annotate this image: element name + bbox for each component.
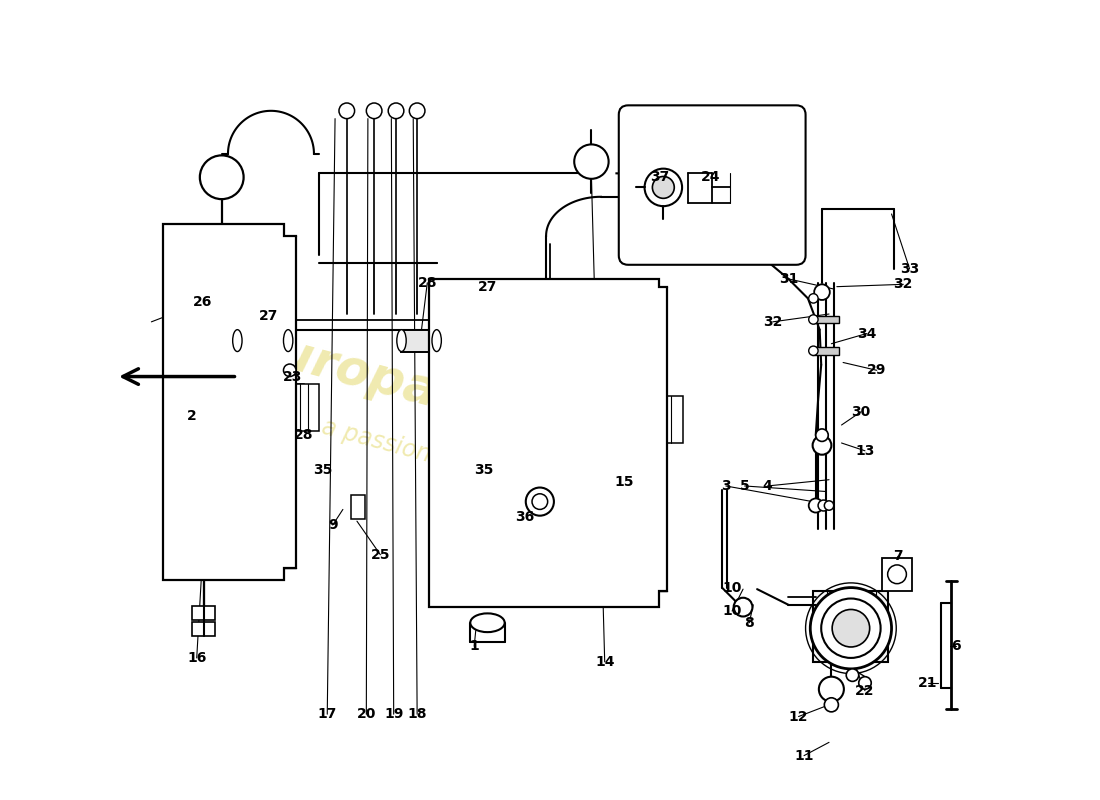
Bar bbox=[659, 398, 679, 441]
Text: 18: 18 bbox=[407, 707, 427, 721]
Bar bbox=[192, 606, 216, 621]
Text: 36: 36 bbox=[516, 510, 535, 524]
Text: 11: 11 bbox=[794, 749, 814, 762]
Text: a passion for parts: a passion for parts bbox=[319, 414, 539, 495]
Text: europarts365: europarts365 bbox=[239, 320, 619, 465]
Text: 14: 14 bbox=[595, 655, 615, 669]
Text: 16: 16 bbox=[187, 651, 207, 665]
Text: 32: 32 bbox=[893, 278, 913, 291]
Text: 22: 22 bbox=[855, 684, 875, 698]
Text: 23: 23 bbox=[283, 370, 301, 383]
Circle shape bbox=[811, 587, 892, 669]
Circle shape bbox=[814, 284, 829, 300]
Text: 17: 17 bbox=[318, 707, 337, 721]
Circle shape bbox=[645, 169, 682, 206]
Circle shape bbox=[200, 155, 243, 199]
Bar bbox=[296, 384, 319, 431]
Circle shape bbox=[734, 598, 752, 617]
Circle shape bbox=[859, 677, 871, 689]
Text: 30: 30 bbox=[851, 405, 871, 418]
Circle shape bbox=[409, 103, 425, 118]
Text: 25: 25 bbox=[371, 548, 390, 562]
Text: 13: 13 bbox=[856, 444, 875, 458]
Polygon shape bbox=[163, 224, 296, 580]
Bar bbox=[659, 396, 683, 443]
Ellipse shape bbox=[233, 330, 242, 351]
Text: 24: 24 bbox=[701, 170, 721, 184]
Text: 27: 27 bbox=[258, 309, 278, 322]
Bar bbox=[443, 474, 537, 576]
Bar bbox=[443, 334, 537, 435]
Bar bbox=[813, 591, 889, 662]
Text: 20: 20 bbox=[356, 707, 376, 721]
Text: 34: 34 bbox=[857, 326, 877, 341]
Circle shape bbox=[808, 294, 818, 303]
Text: 1: 1 bbox=[470, 639, 480, 654]
Circle shape bbox=[532, 494, 548, 510]
Bar bbox=[284, 384, 304, 427]
Bar bbox=[192, 622, 216, 636]
Text: 8: 8 bbox=[745, 616, 755, 630]
Circle shape bbox=[818, 500, 829, 511]
Circle shape bbox=[888, 565, 906, 584]
Circle shape bbox=[816, 429, 828, 442]
Circle shape bbox=[526, 487, 554, 516]
Text: 10: 10 bbox=[723, 604, 741, 618]
Circle shape bbox=[574, 145, 608, 179]
Circle shape bbox=[388, 103, 404, 118]
Bar bbox=[238, 330, 288, 351]
Text: 5: 5 bbox=[739, 479, 749, 493]
Text: 28: 28 bbox=[294, 428, 313, 442]
Bar bbox=[351, 495, 365, 519]
Ellipse shape bbox=[432, 330, 441, 351]
Circle shape bbox=[822, 598, 881, 658]
Text: 26: 26 bbox=[192, 295, 212, 310]
Text: 2: 2 bbox=[187, 409, 197, 422]
Text: 7: 7 bbox=[893, 550, 903, 563]
Polygon shape bbox=[429, 279, 668, 607]
Text: 4: 4 bbox=[762, 479, 772, 493]
Text: 9: 9 bbox=[328, 518, 338, 532]
Text: 32: 32 bbox=[763, 315, 782, 329]
Circle shape bbox=[824, 698, 838, 712]
Bar bbox=[812, 347, 839, 354]
Circle shape bbox=[808, 346, 818, 355]
Circle shape bbox=[846, 669, 859, 682]
Text: 35: 35 bbox=[474, 463, 493, 478]
Text: 28: 28 bbox=[418, 276, 437, 290]
Circle shape bbox=[284, 364, 296, 377]
Circle shape bbox=[813, 436, 832, 454]
Bar bbox=[402, 330, 437, 351]
Text: 19: 19 bbox=[384, 707, 404, 721]
Circle shape bbox=[808, 315, 818, 324]
Text: 15: 15 bbox=[615, 475, 634, 489]
Bar bbox=[177, 451, 271, 553]
Circle shape bbox=[824, 501, 834, 510]
Ellipse shape bbox=[471, 614, 505, 632]
Circle shape bbox=[652, 177, 674, 198]
Ellipse shape bbox=[397, 330, 406, 351]
Text: 29: 29 bbox=[867, 363, 887, 378]
Text: 31: 31 bbox=[779, 272, 799, 286]
Text: 33: 33 bbox=[900, 262, 920, 276]
Bar bbox=[177, 314, 271, 416]
Circle shape bbox=[339, 103, 354, 118]
Text: 21: 21 bbox=[917, 676, 937, 690]
Circle shape bbox=[808, 498, 823, 513]
Text: 37: 37 bbox=[650, 170, 669, 184]
Polygon shape bbox=[882, 558, 912, 591]
Circle shape bbox=[818, 677, 844, 702]
Bar bbox=[812, 315, 839, 323]
Text: 6: 6 bbox=[952, 639, 961, 654]
Text: 3: 3 bbox=[720, 479, 730, 493]
FancyBboxPatch shape bbox=[619, 106, 805, 265]
Ellipse shape bbox=[284, 330, 293, 351]
Text: 35: 35 bbox=[312, 463, 332, 478]
Text: 27: 27 bbox=[477, 280, 497, 294]
Circle shape bbox=[366, 103, 382, 118]
Text: 12: 12 bbox=[789, 710, 808, 723]
Text: 10: 10 bbox=[723, 581, 741, 594]
Circle shape bbox=[833, 610, 870, 647]
